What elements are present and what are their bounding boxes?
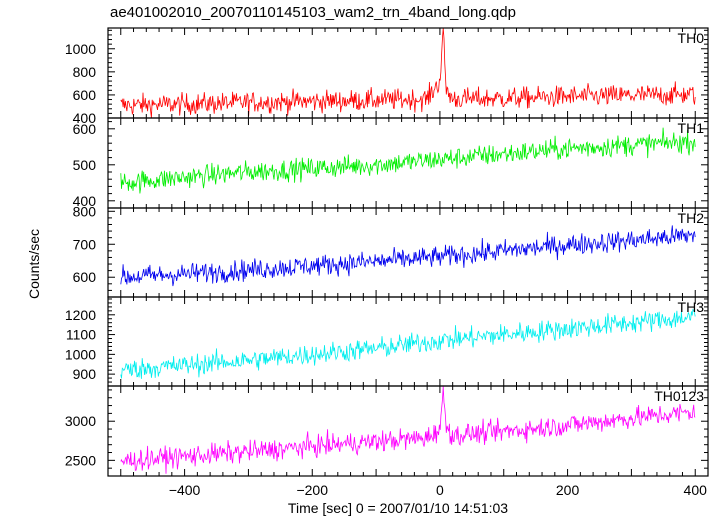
series-line-th2: [120, 225, 696, 287]
panel-th3: 900 1000 1100 1200 TH3: [65, 296, 709, 387]
panel-frame: [107, 207, 709, 298]
series-line-th3: [120, 308, 696, 379]
x-tick-label: 0: [436, 482, 444, 498]
panel-th0123: 2500 3000 TH0123: [65, 385, 709, 477]
y-tick-label: 600: [73, 87, 97, 103]
panel-th0: 400 600 800 1000 TH0: [65, 27, 709, 126]
x-tick-label: −200: [296, 482, 328, 498]
y-tick-label: 400: [73, 110, 97, 126]
y-tick-label: 700: [73, 236, 97, 252]
x-tick-label: 200: [556, 482, 580, 498]
y-tick-label: 500: [73, 157, 97, 173]
y-tick-label: 1000: [65, 41, 96, 57]
series-label: TH3: [678, 299, 705, 315]
y-tick-label: 1000: [65, 346, 96, 362]
y-tick-label: 2500: [65, 452, 96, 468]
x-tick-label: 400: [684, 482, 708, 498]
panel-th2: 600 700 800 TH2: [73, 203, 709, 298]
series-label: TH2: [678, 210, 705, 226]
series-line-th0: [120, 27, 696, 119]
y-tick-label: 900: [73, 366, 97, 382]
y-tick-label: 1200: [65, 307, 96, 323]
x-tick-label: −400: [169, 482, 201, 498]
chart-title: ae401002010_20070110145103_wam2_trn_4ban…: [110, 4, 516, 21]
x-axis-label: Time [sec] 0 = 2007/01/10 14:51:03: [287, 500, 509, 516]
panel-th1: 400 500 600 TH1: [73, 117, 709, 209]
series-label: TH0: [678, 30, 705, 46]
series-label: TH0123: [654, 388, 704, 404]
y-tick-label: 800: [73, 64, 97, 80]
series-line-th1: [120, 127, 696, 194]
series-line-th0123: [120, 385, 696, 474]
y-tick-label: 3000: [65, 413, 96, 429]
y-tick-label: 600: [73, 121, 97, 137]
panel-frame: [107, 385, 709, 477]
y-tick-label: 800: [73, 203, 97, 219]
y-tick-label: 600: [73, 269, 97, 285]
y-tick-label: 400: [73, 193, 97, 209]
series-label: TH1: [678, 120, 705, 136]
y-tick-label: 1100: [66, 327, 96, 343]
